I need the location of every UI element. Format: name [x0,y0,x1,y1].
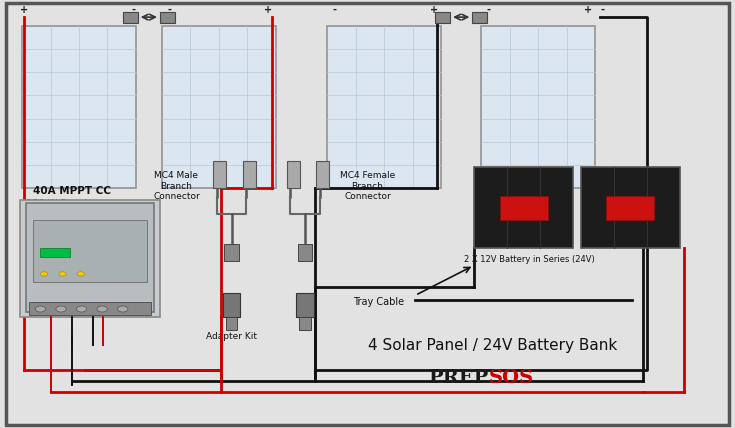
Circle shape [56,306,66,312]
Bar [213,160,226,188]
Bar [287,160,300,188]
Circle shape [118,306,128,312]
Text: +: + [584,5,592,15]
Bar [123,12,138,23]
Text: +: + [20,5,29,15]
Text: +: + [264,5,273,15]
Bar [481,26,595,188]
Bar [435,12,450,23]
Text: +: + [429,5,438,15]
Bar [243,160,256,188]
Bar [299,317,311,330]
Bar [20,200,160,317]
Bar [327,26,441,188]
Bar [40,248,70,257]
Text: -: - [167,5,171,15]
Bar [298,244,312,261]
Bar [472,12,487,23]
Bar [581,167,680,248]
Circle shape [97,306,107,312]
Text: Adapter Kit: Adapter Kit [206,332,257,341]
Text: 40A MPPT CC: 40A MPPT CC [33,186,111,196]
Bar [22,26,136,188]
Bar [223,293,240,317]
Circle shape [76,306,87,312]
Circle shape [77,272,85,276]
Bar [26,203,154,312]
Text: 4 Solar Panel / 24V Battery Bank: 4 Solar Panel / 24V Battery Bank [368,338,617,353]
Bar [224,244,239,261]
Text: -: - [600,5,605,15]
Text: Tray Cable: Tray Cable [353,297,404,307]
Bar [29,302,151,315]
Text: 250 W Panel: 250 W Panel [26,199,87,209]
Bar [474,167,573,248]
Circle shape [59,272,66,276]
Text: MC4 Male
Branch
Connector: MC4 Male Branch Connector [153,171,200,201]
Text: PREP: PREP [429,369,489,387]
Text: 2 X 12V Battery in Series (24V): 2 X 12V Battery in Series (24V) [464,255,595,264]
Bar [162,26,276,188]
Bar [296,293,314,317]
Text: -: - [332,5,337,15]
Text: -: - [132,5,136,15]
Bar [606,196,654,220]
Bar [500,196,548,220]
Text: MC4 Female
Branch
Connector: MC4 Female Branch Connector [340,171,395,201]
Circle shape [35,306,46,312]
Bar [160,12,175,23]
Bar [226,317,237,330]
Circle shape [40,272,48,276]
Text: -: - [487,5,491,15]
Text: SOS: SOS [489,369,534,387]
Bar [316,160,329,188]
Bar [33,220,147,282]
